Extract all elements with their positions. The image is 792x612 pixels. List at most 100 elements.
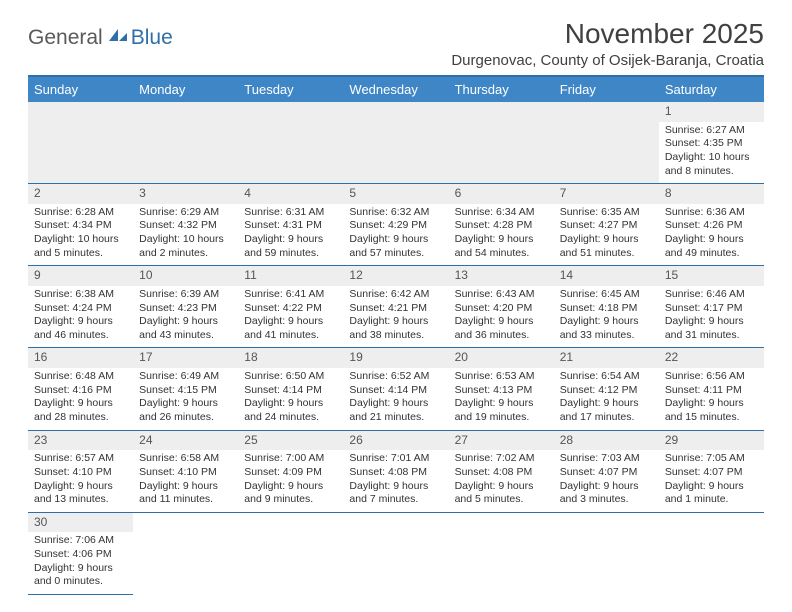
sunrise-line: Sunrise: 6:27 AM xyxy=(665,124,758,138)
col-friday: Friday xyxy=(554,77,659,102)
daylight-line: Daylight: 9 hours and 36 minutes. xyxy=(455,315,548,342)
day-number: 21 xyxy=(554,348,659,368)
day-number: 16 xyxy=(28,348,133,368)
daylight-line: Daylight: 9 hours and 3 minutes. xyxy=(560,480,653,507)
sunrise-line: Sunrise: 6:31 AM xyxy=(244,206,337,220)
page-title: November 2025 xyxy=(451,18,764,50)
sunrise-line: Sunrise: 6:50 AM xyxy=(244,370,337,384)
day-details: Sunrise: 7:06 AMSunset: 4:06 PMDaylight:… xyxy=(34,534,127,589)
day-details: Sunrise: 6:49 AMSunset: 4:15 PMDaylight:… xyxy=(139,370,232,425)
daylight-line: Daylight: 9 hours and 31 minutes. xyxy=(665,315,758,342)
daylight-line: Daylight: 9 hours and 9 minutes. xyxy=(244,480,337,507)
day-number: 18 xyxy=(238,348,343,368)
sunrise-line: Sunrise: 6:43 AM xyxy=(455,288,548,302)
calendar-day-cell: 4Sunrise: 6:31 AMSunset: 4:31 PMDaylight… xyxy=(238,184,343,266)
sunset-line: Sunset: 4:07 PM xyxy=(560,466,653,480)
sunset-line: Sunset: 4:08 PM xyxy=(349,466,442,480)
daylight-line: Daylight: 9 hours and 49 minutes. xyxy=(665,233,758,260)
daylight-line: Daylight: 10 hours and 8 minutes. xyxy=(665,151,758,178)
sail-icon xyxy=(107,27,129,43)
calendar-day-cell: 21Sunrise: 6:54 AMSunset: 4:12 PMDayligh… xyxy=(554,348,659,430)
sunrise-line: Sunrise: 6:53 AM xyxy=(455,370,548,384)
sunset-line: Sunset: 4:14 PM xyxy=(349,384,442,398)
sunset-line: Sunset: 4:14 PM xyxy=(244,384,337,398)
logo-word-general: General xyxy=(28,26,103,50)
calendar-day-cell xyxy=(238,512,343,594)
sunset-line: Sunset: 4:28 PM xyxy=(455,219,548,233)
day-details: Sunrise: 6:42 AMSunset: 4:21 PMDaylight:… xyxy=(349,288,442,343)
daylight-line: Daylight: 9 hours and 1 minute. xyxy=(665,480,758,507)
day-number: 1 xyxy=(659,102,764,122)
sunset-line: Sunset: 4:06 PM xyxy=(34,548,127,562)
day-number: 30 xyxy=(28,513,133,533)
sunrise-line: Sunrise: 6:29 AM xyxy=(139,206,232,220)
day-number: 8 xyxy=(659,184,764,204)
col-monday: Monday xyxy=(133,77,238,102)
calendar-week-row: 9Sunrise: 6:38 AMSunset: 4:24 PMDaylight… xyxy=(28,266,764,348)
calendar-day-cell: 24Sunrise: 6:58 AMSunset: 4:10 PMDayligh… xyxy=(133,430,238,512)
sunset-line: Sunset: 4:18 PM xyxy=(560,302,653,316)
header: General Blue November 2025 Durgenovac, C… xyxy=(28,18,764,69)
logo-word-blue: Blue xyxy=(131,26,173,50)
daylight-line: Daylight: 9 hours and 7 minutes. xyxy=(349,480,442,507)
day-details: Sunrise: 6:31 AMSunset: 4:31 PMDaylight:… xyxy=(244,206,337,261)
sunset-line: Sunset: 4:29 PM xyxy=(349,219,442,233)
calendar-day-cell xyxy=(554,102,659,184)
daylight-line: Daylight: 10 hours and 5 minutes. xyxy=(34,233,127,260)
sunrise-line: Sunrise: 6:38 AM xyxy=(34,288,127,302)
calendar-day-cell: 15Sunrise: 6:46 AMSunset: 4:17 PMDayligh… xyxy=(659,266,764,348)
calendar-day-cell: 14Sunrise: 6:45 AMSunset: 4:18 PMDayligh… xyxy=(554,266,659,348)
day-details: Sunrise: 6:54 AMSunset: 4:12 PMDaylight:… xyxy=(560,370,653,425)
sunset-line: Sunset: 4:32 PM xyxy=(139,219,232,233)
day-details: Sunrise: 6:45 AMSunset: 4:18 PMDaylight:… xyxy=(560,288,653,343)
sunset-line: Sunset: 4:12 PM xyxy=(560,384,653,398)
daylight-line: Daylight: 9 hours and 43 minutes. xyxy=(139,315,232,342)
calendar-day-cell xyxy=(238,102,343,184)
sunrise-line: Sunrise: 6:56 AM xyxy=(665,370,758,384)
calendar-day-cell: 19Sunrise: 6:52 AMSunset: 4:14 PMDayligh… xyxy=(343,348,448,430)
sunset-line: Sunset: 4:20 PM xyxy=(455,302,548,316)
daylight-line: Daylight: 9 hours and 28 minutes. xyxy=(34,397,127,424)
sunrise-line: Sunrise: 6:57 AM xyxy=(34,452,127,466)
day-details: Sunrise: 6:32 AMSunset: 4:29 PMDaylight:… xyxy=(349,206,442,261)
calendar-day-cell xyxy=(28,102,133,184)
day-number: 17 xyxy=(133,348,238,368)
calendar-day-cell: 28Sunrise: 7:03 AMSunset: 4:07 PMDayligh… xyxy=(554,430,659,512)
col-tuesday: Tuesday xyxy=(238,77,343,102)
sunrise-line: Sunrise: 7:01 AM xyxy=(349,452,442,466)
sunset-line: Sunset: 4:22 PM xyxy=(244,302,337,316)
day-number: 11 xyxy=(238,266,343,286)
calendar-day-cell xyxy=(343,102,448,184)
calendar-day-cell: 16Sunrise: 6:48 AMSunset: 4:16 PMDayligh… xyxy=(28,348,133,430)
day-number: 19 xyxy=(343,348,448,368)
sunrise-line: Sunrise: 6:49 AM xyxy=(139,370,232,384)
sunset-line: Sunset: 4:07 PM xyxy=(665,466,758,480)
sunset-line: Sunset: 4:11 PM xyxy=(665,384,758,398)
calendar-day-cell: 30Sunrise: 7:06 AMSunset: 4:06 PMDayligh… xyxy=(28,512,133,594)
calendar-day-cell: 13Sunrise: 6:43 AMSunset: 4:20 PMDayligh… xyxy=(449,266,554,348)
day-number: 23 xyxy=(28,431,133,451)
day-number: 15 xyxy=(659,266,764,286)
sunset-line: Sunset: 4:24 PM xyxy=(34,302,127,316)
calendar-day-cell: 29Sunrise: 7:05 AMSunset: 4:07 PMDayligh… xyxy=(659,430,764,512)
sunset-line: Sunset: 4:35 PM xyxy=(665,137,758,151)
day-details: Sunrise: 7:01 AMSunset: 4:08 PMDaylight:… xyxy=(349,452,442,507)
sunset-line: Sunset: 4:23 PM xyxy=(139,302,232,316)
daylight-line: Daylight: 9 hours and 19 minutes. xyxy=(455,397,548,424)
daylight-line: Daylight: 9 hours and 33 minutes. xyxy=(560,315,653,342)
calendar-day-cell: 6Sunrise: 6:34 AMSunset: 4:28 PMDaylight… xyxy=(449,184,554,266)
calendar-week-row: 30Sunrise: 7:06 AMSunset: 4:06 PMDayligh… xyxy=(28,512,764,594)
day-details: Sunrise: 6:53 AMSunset: 4:13 PMDaylight:… xyxy=(455,370,548,425)
daylight-line: Daylight: 9 hours and 54 minutes. xyxy=(455,233,548,260)
sunrise-line: Sunrise: 7:00 AM xyxy=(244,452,337,466)
sunset-line: Sunset: 4:21 PM xyxy=(349,302,442,316)
calendar-day-cell: 12Sunrise: 6:42 AMSunset: 4:21 PMDayligh… xyxy=(343,266,448,348)
day-number: 24 xyxy=(133,431,238,451)
daylight-line: Daylight: 9 hours and 51 minutes. xyxy=(560,233,653,260)
calendar-day-cell: 25Sunrise: 7:00 AMSunset: 4:09 PMDayligh… xyxy=(238,430,343,512)
day-number: 10 xyxy=(133,266,238,286)
day-details: Sunrise: 6:28 AMSunset: 4:34 PMDaylight:… xyxy=(34,206,127,261)
daylight-line: Daylight: 9 hours and 26 minutes. xyxy=(139,397,232,424)
sunset-line: Sunset: 4:13 PM xyxy=(455,384,548,398)
day-details: Sunrise: 6:58 AMSunset: 4:10 PMDaylight:… xyxy=(139,452,232,507)
